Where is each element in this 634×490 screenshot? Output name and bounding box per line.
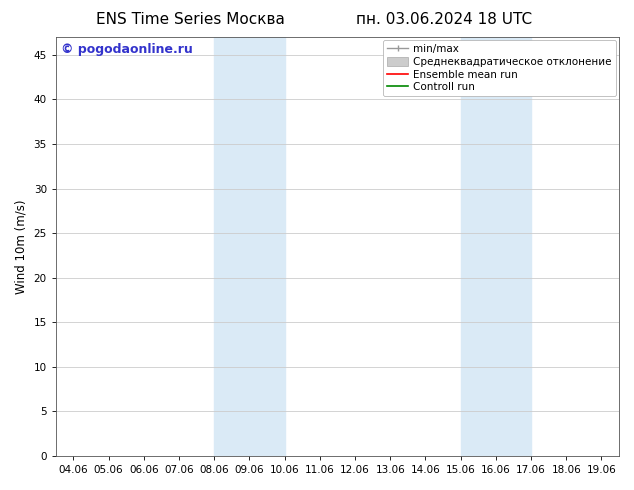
Legend: min/max, Среднеквадратическое отклонение, Ensemble mean run, Controll run: min/max, Среднеквадратическое отклонение… [383, 40, 616, 97]
Text: ENS Time Series Москва: ENS Time Series Москва [96, 12, 285, 27]
Text: пн. 03.06.2024 18 UTC: пн. 03.06.2024 18 UTC [356, 12, 532, 27]
Y-axis label: Wind 10m (m/s): Wind 10m (m/s) [15, 199, 28, 294]
Bar [461, 37, 531, 456]
Bar [214, 37, 285, 456]
Text: © pogodaonline.ru: © pogodaonline.ru [61, 43, 193, 56]
